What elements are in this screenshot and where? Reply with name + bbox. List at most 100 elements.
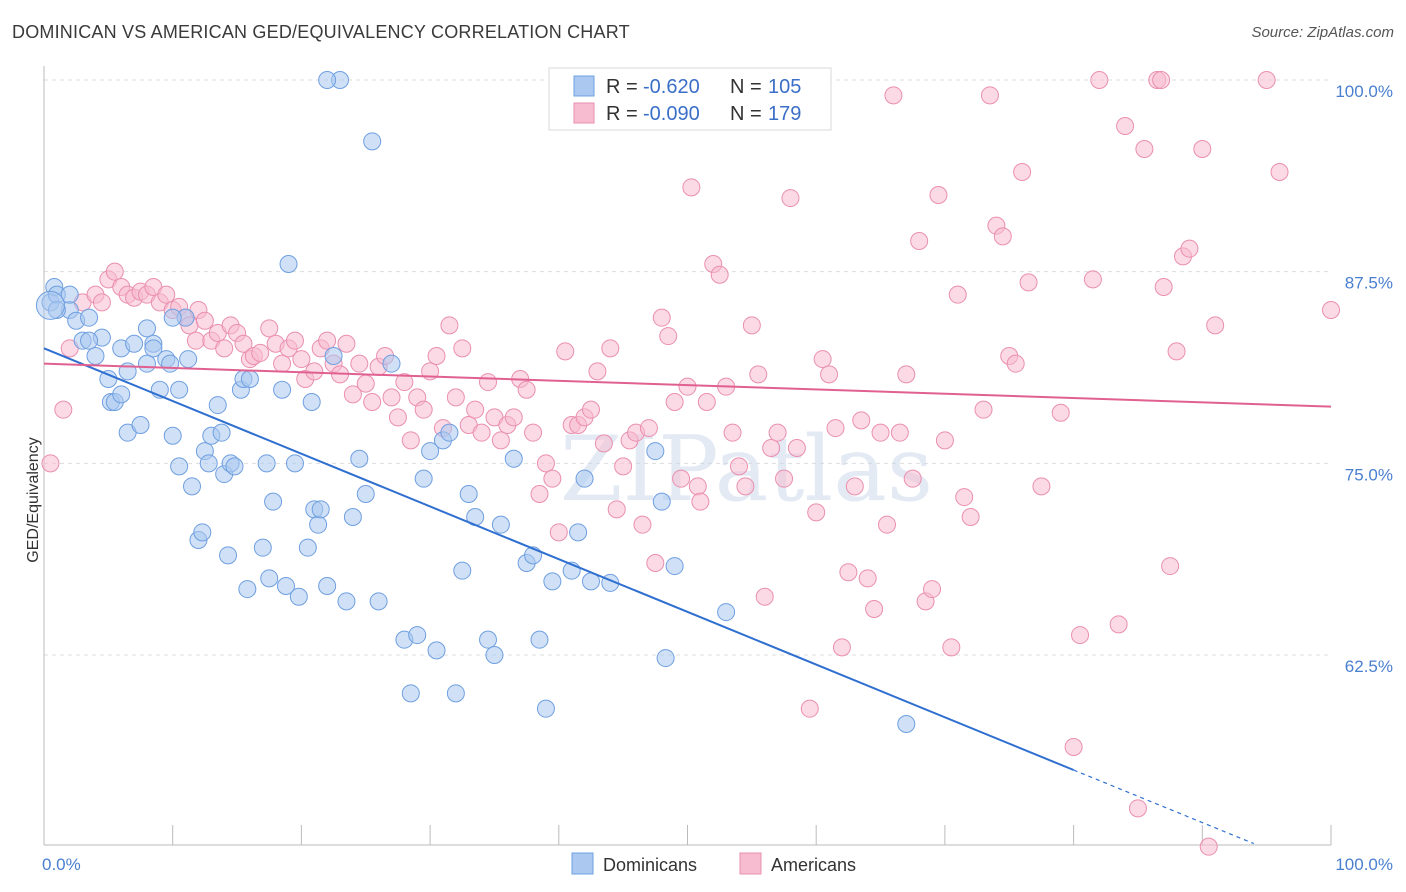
point-dominicans [382, 354, 401, 373]
point-americans [260, 319, 279, 338]
point-americans [948, 285, 967, 304]
point-americans [588, 362, 607, 381]
point-americans [762, 439, 781, 457]
legend-r-value-dominicans: -0.620 [643, 76, 700, 98]
point-americans [691, 492, 710, 511]
point-americans [910, 232, 929, 250]
point-americans [530, 485, 549, 503]
point-dominicans [414, 469, 433, 488]
point-americans [556, 342, 575, 361]
point-dominicans [652, 492, 671, 511]
point-americans [955, 488, 974, 507]
point-dominicans [279, 255, 298, 273]
point-americans [755, 587, 774, 606]
point-dominicans [491, 515, 510, 534]
point-americans [472, 423, 491, 442]
y-tick-labels: 62.5% 75.0% 87.5% 100.0% [1335, 82, 1393, 676]
point-dominicans [193, 523, 212, 542]
y-tick-label: 75.0% [1345, 465, 1393, 484]
point-dominicans [131, 416, 150, 434]
point-americans [401, 431, 420, 450]
point-dominicans [897, 715, 916, 733]
point-americans [800, 699, 819, 718]
point-americans [157, 285, 176, 304]
point-dominicans [569, 523, 588, 542]
axes [43, 66, 1332, 846]
point-americans [549, 523, 568, 542]
point-americans [536, 454, 555, 473]
bottom-legend-swatch-dominicans [571, 852, 594, 875]
point-americans [1083, 270, 1102, 289]
point-americans [1013, 163, 1032, 181]
legend-n-label-americans: N = [730, 103, 762, 125]
point-americans [1135, 140, 1154, 158]
point-americans [1154, 278, 1173, 296]
point-dominicans [86, 347, 105, 365]
point-dominicans [440, 423, 459, 442]
x-tick-label-end: 100.0% [1335, 855, 1393, 874]
point-americans [318, 331, 337, 350]
chart-title: DOMINICAN VS AMERICAN GED/EQUIVALENCY CO… [12, 22, 630, 42]
point-americans [1064, 738, 1083, 756]
point-americans [382, 388, 401, 407]
point-americans [723, 423, 742, 442]
point-dominicans-cluster [35, 290, 65, 320]
trendline-americans [43, 362, 1332, 408]
point-americans [1270, 163, 1289, 181]
point-americans [865, 600, 884, 618]
point-americans [935, 431, 954, 450]
point-americans [729, 457, 748, 476]
legend-box: R = -0.620 N = 105 R = -0.090 N = 179 [548, 67, 832, 131]
point-dominicans [257, 454, 276, 473]
point-dominicans [161, 354, 180, 373]
point-dominicans [453, 561, 472, 580]
point-dominicans [170, 380, 189, 399]
point-americans [697, 393, 716, 411]
point-dominicans [273, 380, 292, 399]
point-americans [54, 400, 73, 419]
point-americans [839, 563, 858, 582]
point-americans [446, 388, 465, 407]
point-dominicans [219, 546, 238, 565]
point-dominicans [240, 370, 259, 388]
point-dominicans [253, 538, 272, 557]
y-tick-label: 100.0% [1335, 82, 1393, 101]
point-americans [678, 377, 697, 396]
point-dominicans [309, 515, 328, 534]
point-americans [1322, 301, 1340, 319]
point-americans [105, 262, 124, 281]
point-dominicans [212, 423, 231, 442]
x-tick-labels: 0.0% 100.0% [42, 855, 1393, 874]
legend-swatch-americans [573, 102, 595, 124]
point-americans [251, 343, 270, 362]
point-dominicans [318, 71, 337, 89]
point-americans [903, 469, 922, 488]
point-americans [1071, 626, 1090, 645]
point-dominicans [446, 684, 465, 703]
point-americans [234, 334, 253, 353]
point-dominicans [343, 508, 362, 526]
point-americans [807, 503, 826, 522]
point-americans [781, 189, 800, 208]
point-americans [292, 350, 311, 369]
point-americans [388, 408, 407, 427]
point-dominicans [459, 485, 478, 503]
point-americans [607, 500, 626, 519]
point-americans [305, 362, 324, 381]
point-dominicans [183, 477, 202, 496]
point-americans [453, 339, 472, 358]
point-americans [337, 334, 356, 353]
point-americans [517, 380, 536, 399]
point-americans [858, 569, 877, 588]
source-credit: Source: ZipAtlas.com [1251, 24, 1394, 41]
point-dominicans [350, 449, 369, 468]
bottom-legend: Dominicans Americans [571, 852, 856, 875]
point-americans [1032, 477, 1051, 496]
point-americans [923, 580, 942, 599]
point-americans [466, 400, 485, 419]
point-americans [1109, 615, 1128, 634]
point-americans [877, 515, 896, 534]
y-axis-title: GED/Equivalency [25, 437, 42, 562]
trend-lines [43, 347, 1332, 845]
